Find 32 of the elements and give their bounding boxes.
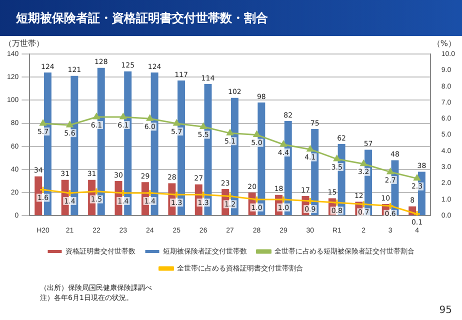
point — [386, 202, 394, 210]
point — [306, 197, 314, 205]
point — [333, 198, 341, 206]
point — [386, 168, 394, 174]
point — [120, 113, 127, 120]
point — [146, 189, 154, 197]
point — [93, 113, 100, 120]
point — [306, 146, 314, 152]
point — [200, 122, 207, 129]
point — [66, 189, 74, 197]
point — [146, 114, 154, 121]
point — [173, 120, 180, 126]
point — [360, 200, 368, 208]
point — [226, 129, 234, 136]
point — [119, 189, 127, 197]
point — [280, 140, 287, 147]
point — [40, 120, 46, 126]
point — [280, 196, 288, 204]
chart-title: 短期被保険者証・資格証明書交付世帯数・割合 — [16, 10, 268, 27]
point — [334, 155, 340, 162]
point — [92, 188, 100, 196]
point — [226, 192, 234, 200]
point — [200, 190, 208, 198]
point — [360, 160, 367, 166]
point — [172, 190, 180, 198]
y2-axis-title: （%） — [432, 39, 456, 48]
point — [252, 196, 260, 204]
y-axis-title: （万世帯） — [4, 39, 44, 48]
point — [253, 131, 260, 138]
text: 95 — [439, 305, 452, 316]
point — [66, 121, 74, 128]
point — [414, 174, 420, 181]
